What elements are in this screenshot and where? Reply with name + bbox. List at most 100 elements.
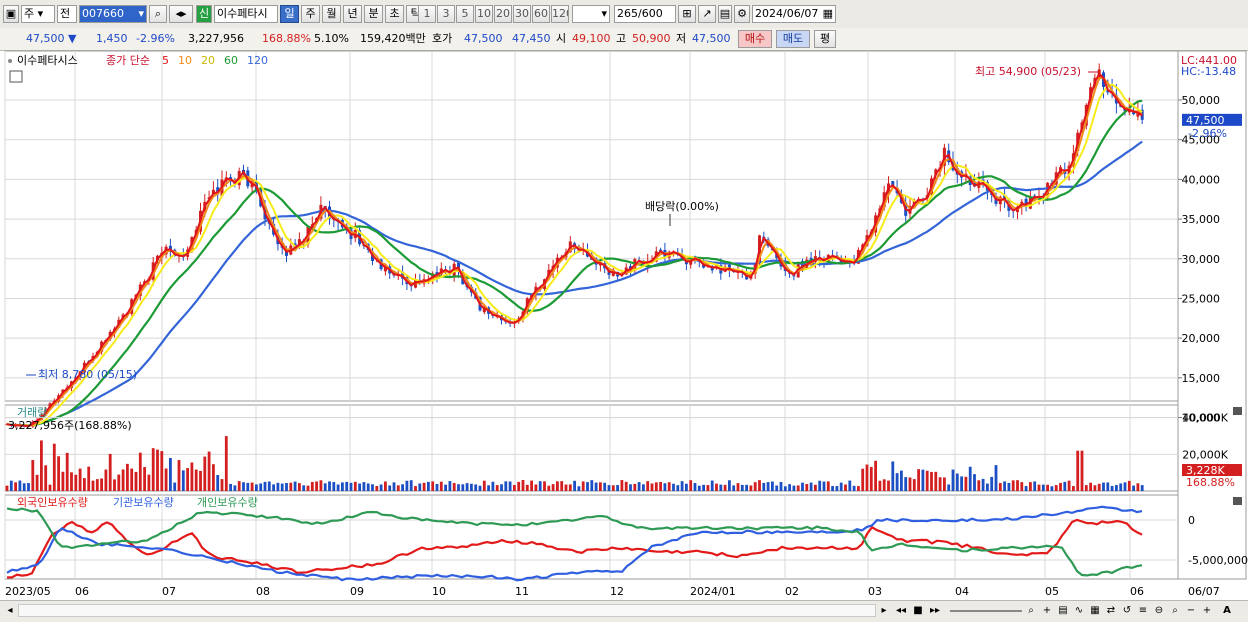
- list-icon[interactable]: ≡: [1138, 605, 1148, 616]
- zoom-icon[interactable]: ⌕: [1028, 605, 1034, 616]
- volume-bar: [298, 483, 301, 491]
- font-size-icon[interactable]: A: [1223, 605, 1231, 616]
- volume-bar: [375, 486, 379, 491]
- sell-button[interactable]: 매도: [776, 30, 810, 48]
- interval-button-1[interactable]: 1: [418, 5, 436, 23]
- tab-3[interactable]: 년: [343, 5, 362, 23]
- date-field[interactable]: 2024/06/07 ▦: [752, 5, 836, 23]
- volume-bar: [947, 484, 951, 491]
- ma60-line: [6, 99, 1143, 427]
- tab-4[interactable]: 분: [364, 5, 383, 23]
- x-tick-label: 12: [610, 585, 624, 598]
- volume-bar: [719, 484, 723, 491]
- stop-icon[interactable]: ■: [913, 605, 923, 616]
- volume-tick-label: 20,000K: [1182, 448, 1228, 461]
- x-tick-label: 04: [955, 585, 969, 598]
- reset-icon[interactable]: ↺: [1122, 605, 1132, 616]
- volume-bar: [452, 483, 456, 491]
- volume-bar: [805, 483, 809, 491]
- interval-button-20[interactable]: 20: [494, 5, 512, 23]
- scroll-right-icon[interactable]: ▸: [881, 605, 887, 616]
- volume-bar: [9, 480, 13, 491]
- volume-bar: [44, 465, 48, 491]
- zoom-out-icon[interactable]: ⊖: [1154, 605, 1164, 616]
- market-select[interactable]: 주 ▾: [21, 5, 55, 23]
- volume-bar: [164, 468, 168, 491]
- interval-button-5[interactable]: 5: [456, 5, 474, 23]
- forward-icon[interactable]: ▸▸: [929, 605, 941, 616]
- volume-bar: [444, 484, 447, 491]
- interval-button-30[interactable]: 30: [513, 5, 531, 23]
- interval-button-60[interactable]: 60: [532, 5, 550, 23]
- grid-icon[interactable]: ▦: [1090, 605, 1100, 616]
- count-field[interactable]: 265/600: [614, 5, 676, 23]
- volume-bar: [620, 480, 624, 491]
- volume-bar: [650, 483, 654, 491]
- volume-bar: [517, 481, 521, 491]
- tab-2[interactable]: 월: [322, 5, 341, 23]
- chart-scrollbar[interactable]: ◂ ▸ ◂◂ ■ ▸▸ ⌕ + ▤ ∿ ▦ ⇄ ↺ ≡ ⊖ ⌕ − + A: [0, 600, 1248, 622]
- search-icon[interactable]: ⌕: [149, 5, 167, 23]
- indicator-icon[interactable]: ∿: [1074, 605, 1084, 616]
- close-icon[interactable]: [1233, 407, 1242, 415]
- volume-bar: [654, 482, 658, 491]
- speaker-icon[interactable]: ◂▸: [169, 5, 193, 23]
- buy-button[interactable]: 매수: [738, 30, 772, 48]
- period-select[interactable]: 전: [57, 5, 77, 23]
- close-icon[interactable]: [1233, 497, 1242, 505]
- tab-0[interactable]: 일: [280, 5, 299, 23]
- draw-icon[interactable]: ↗: [698, 5, 716, 23]
- volume-bar: [633, 483, 637, 491]
- interval-button-3[interactable]: 3: [437, 5, 455, 23]
- volume-bar: [22, 483, 26, 491]
- volume-bar: [1050, 486, 1054, 491]
- candle-body: [684, 261, 688, 265]
- lc-label: LC:441.00: [1181, 54, 1237, 67]
- tab-5[interactable]: 초: [385, 5, 404, 23]
- volume-bar: [470, 483, 473, 491]
- interval-select[interactable]: ▾: [572, 5, 610, 23]
- volume-bar: [814, 484, 817, 491]
- price-tick-label: 45,000: [1182, 134, 1221, 147]
- volume-bar: [173, 482, 177, 491]
- stock-chart[interactable]: 50,000 45,000 40,000 35,000 30,000 25,000 20,0…: [0, 50, 1248, 600]
- search-icon[interactable]: ⌕: [1172, 605, 1178, 616]
- chevron-down-icon: ▾: [601, 7, 607, 20]
- code-input[interactable]: 007660 ▾: [79, 5, 147, 23]
- chart-tools-icon[interactable]: ⊞: [678, 5, 696, 23]
- current-pct-tag: -2.96%: [1188, 127, 1227, 140]
- crosshair-icon[interactable]: +: [1042, 605, 1052, 616]
- minus-icon[interactable]: −: [1186, 605, 1196, 616]
- layout-icon[interactable]: ▣: [3, 5, 19, 23]
- scroll-track[interactable]: [18, 604, 876, 617]
- interval-button-120[interactable]: 120: [551, 5, 569, 23]
- tab-1[interactable]: 주: [301, 5, 320, 23]
- volume-bar: [762, 482, 766, 491]
- rewind-icon[interactable]: ◂◂: [895, 605, 907, 616]
- y-axis-area: [1177, 50, 1247, 580]
- volume-bar: [181, 470, 185, 491]
- save-icon[interactable]: ▤: [718, 5, 732, 23]
- x-tick-label: 02: [785, 585, 799, 598]
- chart-type-icon[interactable]: ▤: [1058, 605, 1068, 616]
- chart-menu-icon[interactable]: [9, 70, 23, 83]
- volume-bar: [938, 477, 942, 491]
- volume-bar: [113, 479, 116, 491]
- gear-icon[interactable]: ⚙: [734, 5, 750, 23]
- compare-icon[interactable]: ⇄: [1106, 605, 1116, 616]
- stock-name-field[interactable]: 이수페타시: [214, 5, 278, 23]
- volume-bar: [934, 471, 938, 491]
- avg-button[interactable]: 평: [814, 30, 836, 48]
- volume-bar: [702, 484, 705, 491]
- volume-bar: [564, 484, 568, 491]
- volume-bar: [237, 481, 241, 491]
- interval-button-10[interactable]: 10: [475, 5, 493, 23]
- scroll-left-icon[interactable]: ◂: [7, 605, 13, 616]
- volume-bar: [87, 466, 91, 491]
- volume-bar: [1106, 482, 1110, 491]
- plus-icon[interactable]: +: [1202, 605, 1212, 616]
- zoom-slider[interactable]: [950, 610, 1022, 612]
- calendar-icon[interactable]: ▦: [822, 7, 833, 20]
- ma-legend-label: 종가 단순: [106, 54, 150, 67]
- volume-bar: [78, 468, 82, 491]
